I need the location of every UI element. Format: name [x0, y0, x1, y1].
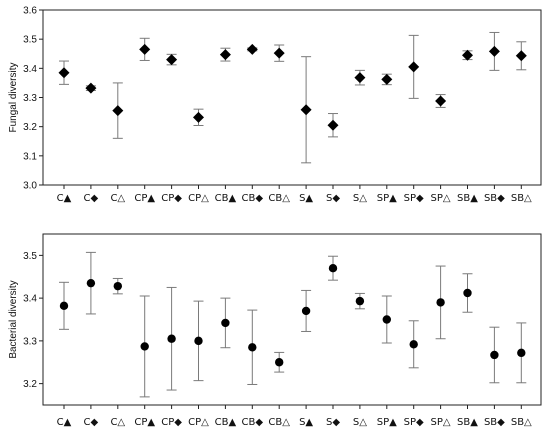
data-point — [327, 119, 339, 131]
data-point — [59, 301, 69, 311]
x-category-label: S△ — [353, 417, 367, 428]
data-point — [112, 105, 124, 117]
x-category-label: CB▲ — [215, 193, 237, 204]
x-category-label: SB◆ — [484, 417, 505, 428]
data-point — [436, 298, 445, 307]
y-tick-label: 3.1 — [23, 151, 37, 162]
data-point — [86, 278, 96, 288]
data-point — [301, 306, 311, 316]
data-point — [515, 50, 527, 62]
data-point — [517, 348, 526, 358]
x-category-label: S▲ — [299, 417, 313, 428]
data-point — [246, 43, 258, 55]
x-category-label: C◆ — [84, 193, 99, 204]
y-tick-label: 3.6 — [23, 6, 37, 17]
x-category-label: SP◆ — [404, 417, 424, 428]
data-point — [219, 49, 231, 61]
data-point — [58, 67, 70, 79]
x-category-label: S△ — [353, 193, 367, 204]
data-point — [85, 82, 97, 94]
x-category-label: SP△ — [431, 417, 451, 428]
x-category-label: S◆ — [326, 417, 340, 428]
x-category-label: SB▲ — [457, 193, 478, 204]
y-tick-label: 3.4 — [23, 294, 37, 305]
x-category-label: CB◆ — [242, 417, 264, 428]
data-point — [300, 104, 312, 116]
x-category-label: SP◆ — [404, 193, 424, 204]
x-category-label: CP▲ — [134, 193, 155, 204]
x-category-label: SP△ — [431, 193, 451, 204]
x-category-label: SB▲ — [457, 417, 478, 428]
x-category-label: CP△ — [188, 417, 209, 428]
x-category-label: C△ — [110, 417, 125, 428]
x-category-label: CP△ — [188, 193, 209, 204]
x-category-label: SB△ — [511, 193, 532, 204]
data-point — [463, 288, 472, 298]
data-point — [113, 281, 123, 291]
data-point — [328, 264, 338, 273]
y-axis-title: Fungal diversity — [8, 62, 19, 132]
x-category-label: S◆ — [326, 193, 340, 204]
y-tick-label: 3.0 — [23, 181, 37, 192]
data-point — [166, 54, 178, 66]
plot-frame — [42, 233, 542, 406]
y-tick-label: 3.5 — [23, 251, 37, 262]
data-point — [193, 111, 204, 123]
x-category-label: CB◆ — [242, 193, 264, 204]
y-tick-label: 3.3 — [23, 336, 37, 347]
x-category-label: CP◆ — [161, 193, 182, 204]
x-category-label: SB△ — [511, 417, 532, 428]
data-point — [409, 340, 418, 349]
x-category-label: SP▲ — [377, 193, 397, 204]
y-tick-label: 3.5 — [23, 35, 37, 46]
y-tick-label: 3.2 — [23, 122, 37, 133]
data-point — [488, 45, 500, 57]
y-tick-label: 3.3 — [23, 93, 37, 104]
y-tick-label: 3.2 — [23, 379, 37, 390]
x-category-label: S▲ — [299, 193, 313, 204]
data-point — [382, 315, 391, 324]
data-point — [275, 358, 284, 367]
data-point — [381, 73, 393, 85]
data-point — [139, 43, 151, 55]
x-category-label: CB△ — [268, 417, 290, 428]
x-category-label: SB◆ — [484, 193, 505, 204]
x-category-label: C▲ — [57, 417, 72, 428]
x-category-label: CB△ — [268, 193, 290, 204]
x-category-label: SP▲ — [377, 417, 397, 428]
data-point — [194, 336, 203, 346]
data-point — [140, 342, 149, 351]
x-category-label: CB▲ — [215, 417, 237, 428]
x-category-label: C▲ — [57, 193, 72, 204]
y-tick-label: 3.4 — [23, 64, 37, 75]
x-category-label: CP▲ — [134, 417, 155, 428]
data-point — [408, 61, 420, 73]
data-point — [167, 334, 176, 343]
data-point — [248, 343, 257, 352]
bacterial-diversity-panel: 3.2 3.3 3.4 3.5 Bacterial diversity C▲ C◆ C△ CP▲… — [8, 233, 542, 428]
x-category-label: CP◆ — [161, 417, 182, 428]
data-point — [273, 47, 285, 59]
fungal-diversity-panel: 3.0 3.1 3.2 3.3 3.4 3.5 3.6 Fungal diversity C▲ C… — [8, 6, 542, 204]
x-category-label: C△ — [110, 193, 125, 204]
data-point — [435, 95, 447, 107]
data-point — [354, 72, 366, 84]
data-point — [462, 49, 473, 61]
data-point — [490, 350, 499, 360]
x-category-label: C◆ — [84, 417, 99, 428]
data-point — [355, 296, 365, 306]
data-point — [221, 318, 230, 328]
y-axis-title: Bacterial diversity — [8, 280, 19, 358]
